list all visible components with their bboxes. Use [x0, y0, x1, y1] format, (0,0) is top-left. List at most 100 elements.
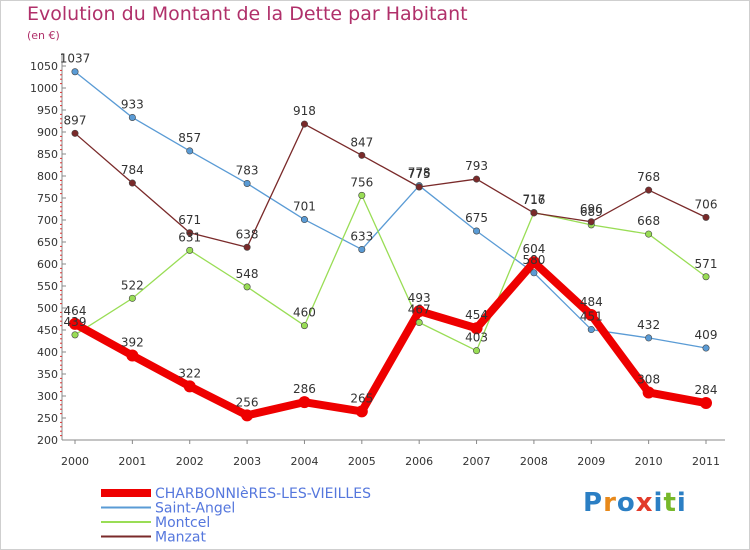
data-point	[243, 283, 251, 291]
chart-data-labels: 1037 933 857 783 701 633 778 675 580 451 432 409 439…	[60, 52, 718, 410]
data-label: 756	[350, 175, 373, 189]
data-point	[186, 147, 194, 155]
data-point	[470, 322, 483, 335]
data-label: 716	[522, 193, 545, 207]
data-point	[585, 309, 598, 322]
data-label: 696	[580, 202, 603, 216]
data-point	[587, 326, 595, 334]
data-label: 784	[121, 163, 144, 177]
data-point	[645, 186, 653, 194]
x-tick-label: 2010	[635, 455, 663, 468]
data-label: 467	[408, 303, 431, 317]
data-point	[530, 209, 538, 217]
y-tick-label: 250	[37, 412, 58, 425]
x-tick-label: 2011	[692, 455, 720, 468]
data-point	[702, 273, 710, 281]
x-tick-label: 2000	[61, 455, 89, 468]
data-point	[300, 322, 308, 330]
chart-series-lines	[71, 71, 710, 420]
logo-letter: i	[653, 488, 664, 518]
legend-entry: Manzat	[155, 530, 206, 546]
data-point	[128, 294, 136, 302]
y-tick-label: 600	[37, 258, 58, 271]
data-point	[243, 179, 251, 187]
y-tick-label: 800	[37, 170, 58, 183]
data-label: 256	[236, 395, 259, 409]
data-label: 571	[695, 257, 718, 271]
data-label: 284	[695, 383, 718, 397]
data-label: 933	[121, 97, 144, 111]
logo-letter: o	[616, 488, 636, 518]
data-label: 403	[465, 331, 488, 345]
logo-letter: P	[583, 488, 604, 518]
chart-series-markers	[69, 68, 712, 422]
data-point	[527, 256, 540, 269]
data-label: 768	[637, 170, 660, 184]
data-point	[128, 179, 136, 187]
data-point	[183, 380, 196, 393]
data-label: 668	[637, 214, 660, 228]
series-line-1	[74, 71, 707, 349]
y-tick-label: 200	[37, 434, 58, 447]
data-point	[128, 113, 136, 121]
data-point	[298, 396, 311, 409]
data-label: 308	[637, 372, 660, 386]
chart-axes: 200 250 300 350 400 450 500 550 600 650 700 750 800 8…	[30, 53, 725, 468]
data-point	[358, 245, 366, 253]
data-label: 793	[465, 159, 488, 173]
x-tick-label: 2005	[348, 455, 376, 468]
series-line-3	[74, 123, 707, 248]
data-label: 580	[522, 253, 545, 267]
data-label: 432	[637, 318, 660, 332]
data-label: 638	[236, 227, 259, 241]
data-label: 1037	[60, 52, 91, 66]
chart-subtitle: (en €)	[27, 29, 60, 42]
data-label: 775	[408, 167, 431, 181]
data-label: 484	[580, 295, 603, 309]
data-point	[473, 175, 481, 183]
logo-letter: x	[635, 488, 654, 518]
x-tick-label: 2001	[118, 455, 146, 468]
x-tick-label: 2006	[405, 455, 433, 468]
x-tick-label: 2007	[463, 455, 491, 468]
data-point	[587, 218, 595, 226]
data-label: 675	[465, 211, 488, 225]
data-label: 689	[580, 205, 603, 219]
x-tick-label: 2003	[233, 455, 261, 468]
data-point	[355, 405, 368, 418]
y-tick-label: 500	[37, 302, 58, 315]
x-tick-label: 2004	[290, 455, 318, 468]
data-point	[241, 409, 254, 422]
data-point	[415, 183, 423, 191]
data-point	[702, 344, 710, 352]
data-point	[243, 243, 251, 251]
data-point	[645, 230, 653, 238]
y-tick-label: 350	[37, 368, 58, 381]
data-point	[700, 397, 712, 410]
data-label: 918	[293, 104, 316, 118]
data-point	[300, 120, 308, 128]
chart-legend: CHARBONNIèRES-LES-VIEILLESSaint-AngelMon…	[101, 486, 371, 546]
y-tick-label: 700	[37, 214, 58, 227]
y-tick-label: 400	[37, 346, 58, 359]
data-label: 717	[522, 193, 545, 207]
data-label: 286	[293, 382, 316, 396]
y-tick-label: 300	[37, 390, 58, 403]
data-point	[358, 151, 366, 159]
data-point	[186, 246, 194, 254]
y-tick-label: 750	[37, 192, 58, 205]
series-line-2	[74, 194, 707, 352]
data-label: 392	[121, 336, 144, 350]
data-label: 706	[695, 197, 718, 211]
data-point	[473, 227, 481, 235]
data-label: 409	[695, 328, 718, 342]
data-label: 783	[236, 163, 259, 177]
data-label: 857	[178, 131, 201, 145]
y-tick-label: 450	[37, 324, 58, 337]
data-label: 493	[408, 291, 431, 305]
data-label: 439	[64, 315, 87, 329]
data-point	[71, 331, 79, 339]
data-label: 778	[408, 166, 431, 180]
data-point	[645, 334, 653, 342]
data-point	[69, 317, 81, 330]
